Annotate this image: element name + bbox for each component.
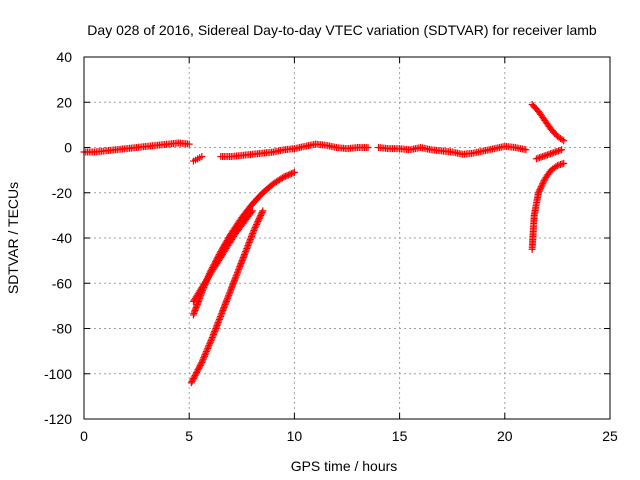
y-tick-label: -40 [52, 230, 72, 246]
data-point-fill [200, 354, 208, 362]
x-tick-label: 10 [287, 428, 303, 444]
x-tick-label: 20 [497, 428, 513, 444]
data-point-fill [284, 171, 292, 179]
series-late-spike-down [528, 159, 568, 253]
data-point-fill [283, 172, 291, 180]
data-point-fill [205, 341, 213, 349]
x-tick-label: 15 [392, 428, 408, 444]
series-middle-fan [189, 207, 256, 305]
data-point-fill [254, 217, 262, 225]
data-point-fill [202, 348, 210, 356]
data-point-fill [206, 338, 214, 346]
data-point-fill [208, 335, 216, 343]
data-point [259, 207, 267, 215]
data-point-fill [287, 170, 295, 178]
data-point-fill [201, 351, 209, 359]
data-point [290, 168, 298, 176]
data-point-fill [257, 211, 265, 219]
data-point-fill [206, 340, 214, 348]
data-point-fill [539, 178, 547, 186]
data-point [185, 140, 193, 148]
series-main-band-after-gap [217, 140, 372, 161]
series-descending-arc-to-minus-105 [187, 207, 267, 387]
x-tick-label: 5 [185, 428, 193, 444]
series-upper-fan-to-minus-75 [189, 168, 298, 319]
y-tick-label: -120 [44, 411, 72, 427]
data-point-fill [200, 352, 208, 360]
data-point-fill [204, 343, 212, 351]
data-point-fill [286, 170, 294, 178]
data-point-fill [253, 219, 261, 227]
data-point-fill [558, 136, 566, 144]
series-late-lower-band [532, 146, 566, 163]
x-tick-label: 25 [602, 428, 618, 444]
data-point [558, 146, 566, 154]
data-point [250, 225, 258, 233]
y-tick-label: 40 [56, 49, 72, 65]
data-point-fill [539, 180, 547, 188]
data-point-fill [204, 344, 212, 352]
data-point-fill [536, 186, 544, 194]
data-point-fill [258, 208, 266, 216]
data-point-fill [247, 208, 255, 216]
y-axis-label: SDTVAR / TECUs [5, 182, 21, 294]
data-point-fill [537, 184, 545, 192]
data-point-fill [552, 163, 560, 171]
data-point-fill [278, 174, 286, 182]
data-point-fill [256, 213, 264, 221]
data-point-fill [289, 169, 297, 177]
labels-layer: 0 5 10 15 20 25 -120 -100 -80 -60 -40 -20 0 20 40 [44, 49, 618, 444]
data-point-fill [253, 220, 261, 228]
x-tick-label: 0 [80, 428, 88, 444]
y-tick-label: -60 [52, 275, 72, 291]
data-point-fill [255, 214, 263, 222]
series-main-band-early [80, 139, 193, 156]
data-point [198, 153, 206, 161]
data-point-fill [202, 349, 210, 357]
data-point-fill [199, 355, 207, 363]
data-point-fill [537, 183, 545, 191]
data-point-fill [535, 187, 543, 195]
data-point-fill [198, 357, 206, 365]
data-point [560, 137, 568, 145]
data-point [280, 173, 288, 181]
data-point [248, 207, 256, 215]
x-axis-label: GPS time / hours [291, 458, 398, 474]
y-tick-label: -20 [52, 185, 72, 201]
data-point-fill [257, 210, 265, 218]
y-tick-label: 0 [64, 140, 72, 156]
chart-title: Day 028 of 2016, Sidereal Day-to-day VTE… [87, 22, 597, 38]
data-point-fill [255, 216, 263, 224]
y-tick-label: -100 [44, 366, 72, 382]
ticks-layer [83, 56, 611, 420]
y-tick-label: 20 [56, 94, 72, 110]
data-point [560, 159, 568, 167]
grid-layer [84, 57, 610, 419]
data-layer [80, 101, 568, 387]
series-late-spike-up [528, 101, 568, 145]
data-point-fill [538, 181, 546, 189]
data-point [364, 144, 372, 151]
data-point-fill [251, 223, 259, 231]
data-point-fill [203, 346, 211, 354]
series-main-band-late-segments [375, 142, 530, 158]
data-point [198, 358, 206, 366]
data-point-fill [197, 360, 205, 368]
data-point [534, 189, 542, 197]
data-point [522, 146, 530, 154]
data-point-fill [252, 222, 260, 230]
data-point-fill [281, 172, 289, 180]
series-small-spur-near-5 [189, 153, 206, 165]
y-tick-label: -80 [52, 321, 72, 337]
data-point-fill [207, 337, 215, 345]
